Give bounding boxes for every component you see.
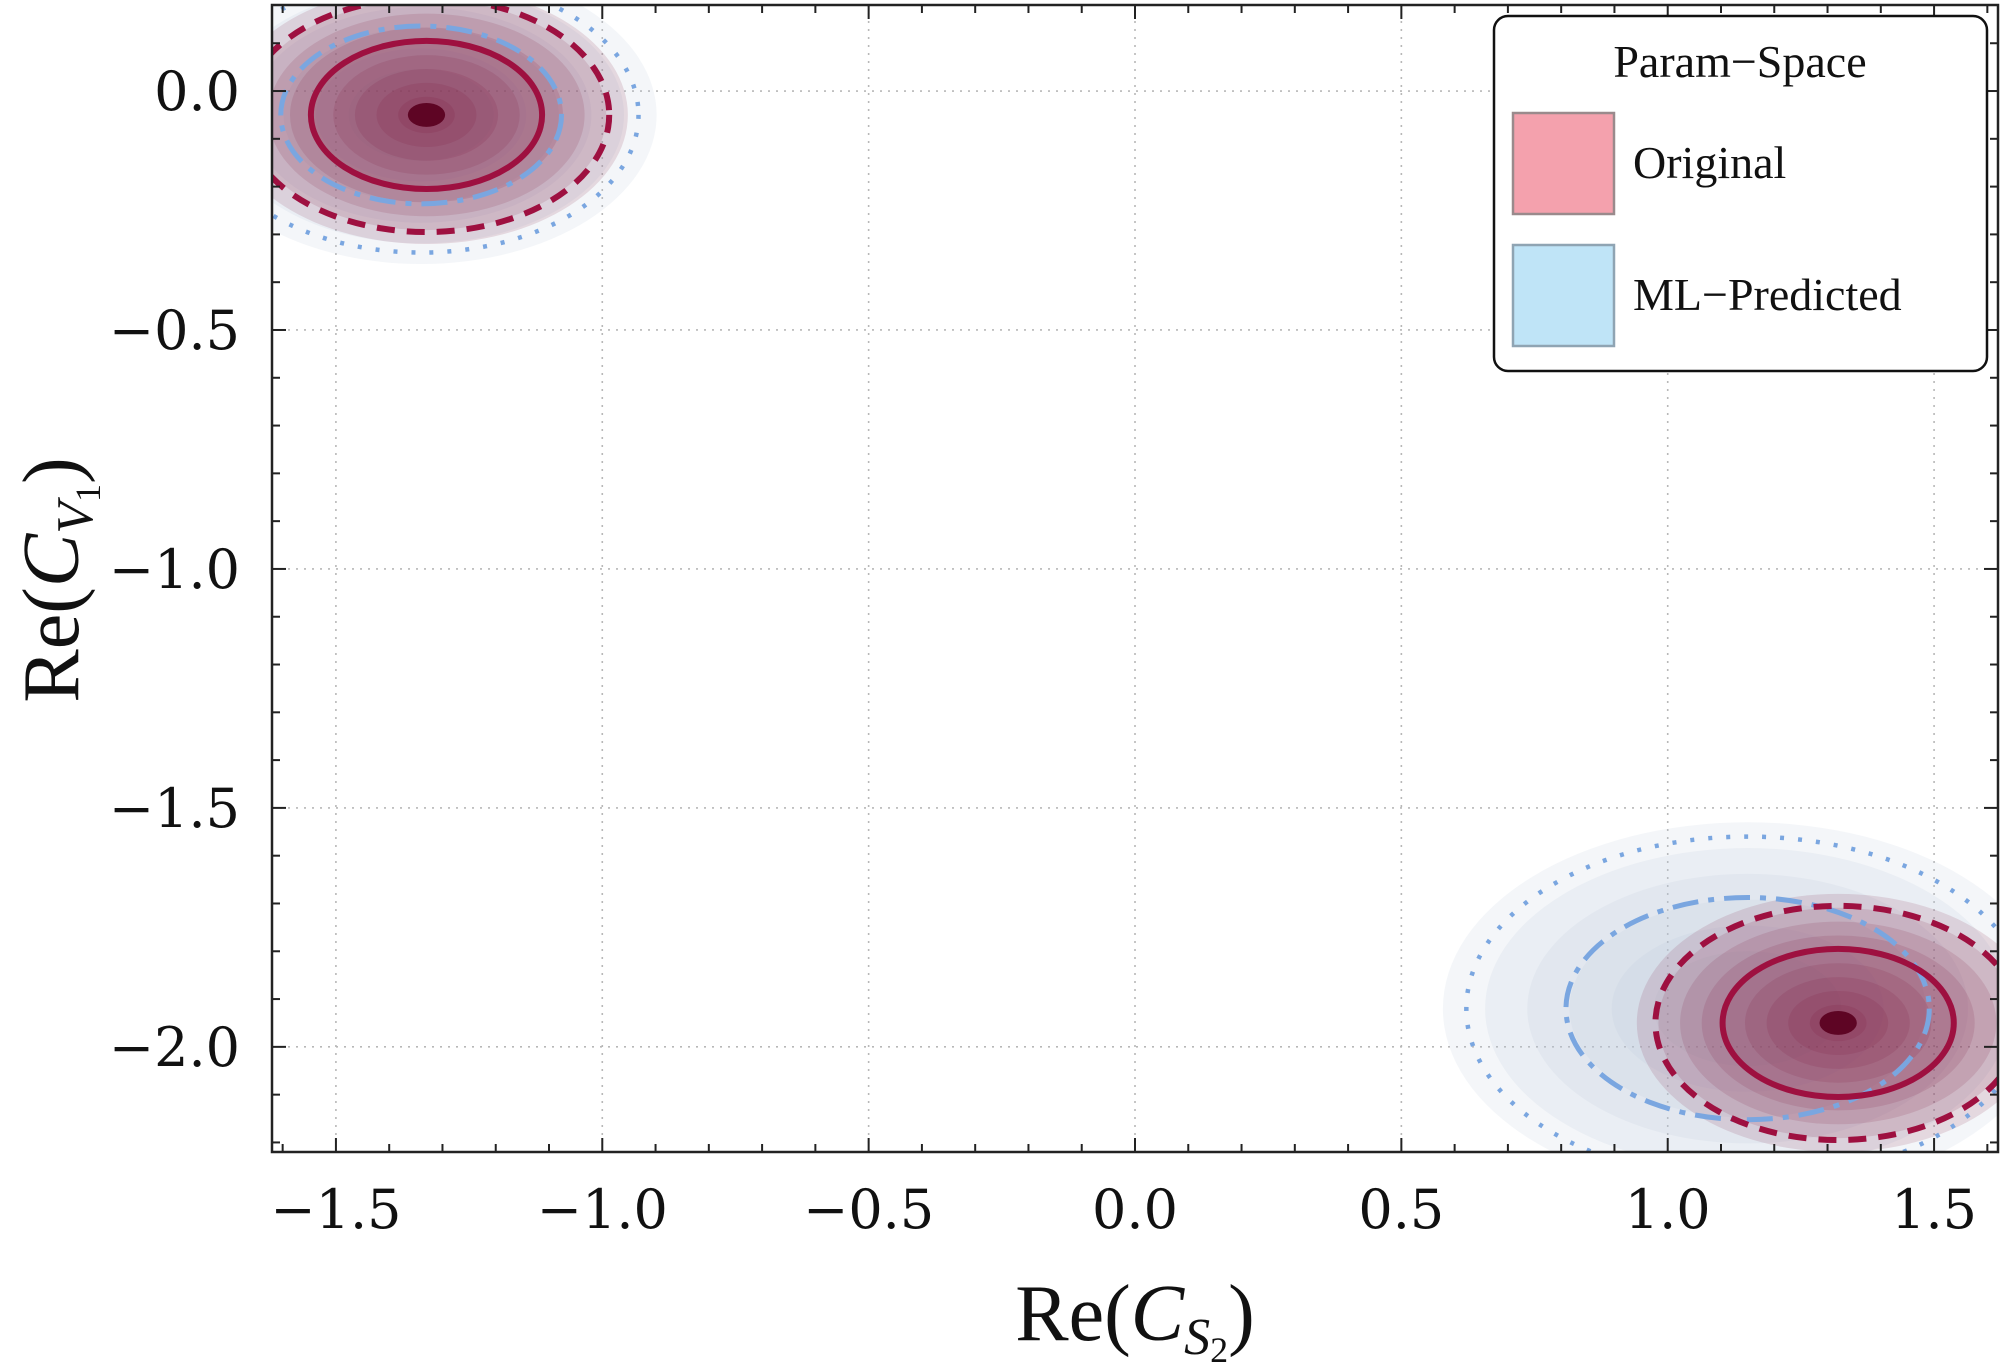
original-density-fill — [272, 5, 628, 244]
legend: Param−Space Original ML−Predicted — [1492, 14, 1989, 373]
original-2sigma-contour — [272, 5, 613, 235]
ml-2sigma-contour — [272, 5, 641, 255]
x-tick-label: −1.0 — [537, 1178, 668, 1241]
legend-swatch-ml-predicted — [1511, 243, 1616, 348]
x-tick-label: 1.0 — [1625, 1178, 1711, 1241]
ml-density-fill — [1653, 951, 1842, 1066]
legend-label-original: Original — [1633, 137, 1786, 188]
original-density-peak — [407, 102, 446, 127]
ml-density-fill — [1569, 899, 1926, 1118]
legend-box — [1492, 14, 1989, 373]
legend-label-ml-predicted: ML−Predicted — [1633, 269, 1902, 320]
y-tick-label: −2.0 — [109, 1016, 240, 1079]
original-density-fill — [1636, 893, 1998, 1152]
legend-title: Param−Space — [1613, 36, 1866, 87]
ml-density-fill — [272, 5, 624, 244]
x-tick-label: 0.5 — [1358, 1178, 1444, 1241]
x-tick-label: 0.0 — [1092, 1178, 1178, 1241]
ml-density-fill — [272, 5, 657, 264]
ml-1sigma-contour — [1563, 895, 1932, 1123]
y-axis-label: Re(CV1) — [8, 457, 108, 702]
original-density-peak — [1819, 1011, 1857, 1035]
ml-density-fill — [1527, 873, 1968, 1144]
legend-swatch-original — [1511, 111, 1616, 216]
x-axis-label: Re(CS2) — [1015, 1270, 1255, 1368]
x-tick-label: 1.5 — [1891, 1178, 1977, 1241]
ml-1sigma-contour — [278, 23, 565, 207]
y-tick-label: −0.5 — [109, 299, 240, 362]
x-tick-label: −1.5 — [270, 1178, 401, 1241]
axis-ticks: −1.5 −1.0 −0.5 0.0 0.5 1.0 1.5 0.0 −0.5 −1.0 −1.5 −… — [109, 5, 1998, 1241]
ml-2sigma-contour — [1464, 834, 1998, 1152]
ml-density-fill — [1485, 848, 1998, 1152]
contour-lines — [272, 5, 1998, 1152]
x-tick-label: −0.5 — [803, 1178, 934, 1241]
original-1sigma-contour — [1719, 945, 1957, 1101]
ml-density-fill — [1611, 925, 1884, 1092]
original-1sigma-contour — [307, 37, 546, 192]
y-tick-label: 0.0 — [154, 60, 240, 123]
y-tick-label: −1.0 — [109, 538, 240, 601]
y-tick-label: −1.5 — [109, 777, 240, 840]
